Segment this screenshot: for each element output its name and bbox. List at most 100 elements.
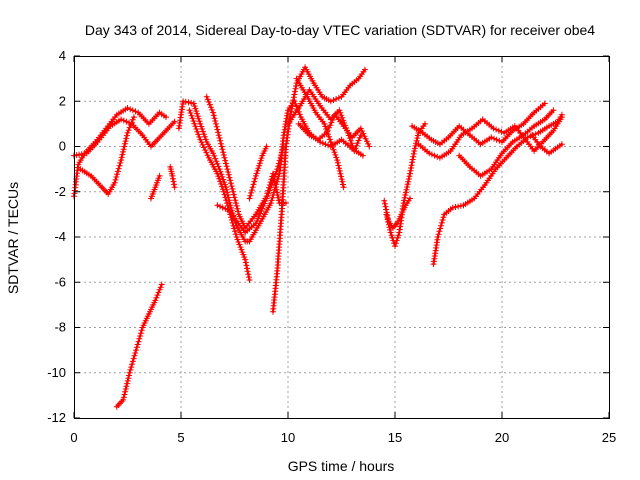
data-point — [321, 95, 324, 98]
data-point — [410, 124, 414, 128]
data-point — [363, 68, 367, 71]
data-point — [160, 283, 163, 286]
data-point — [177, 127, 181, 130]
data-point — [265, 197, 268, 200]
data-point — [244, 258, 247, 261]
data-point — [490, 167, 493, 171]
data-point — [303, 66, 307, 69]
data-point — [220, 145, 223, 148]
data-point — [554, 147, 557, 150]
data-point — [329, 100, 332, 103]
data-point — [244, 240, 247, 243]
data-point — [237, 213, 240, 216]
data-point — [147, 122, 151, 126]
data-point — [393, 244, 397, 248]
data-point — [314, 111, 317, 114]
data-point — [451, 206, 454, 209]
data-point — [276, 167, 279, 171]
data-point — [269, 201, 273, 205]
series-sat-o — [295, 111, 373, 150]
data-point — [119, 158, 123, 162]
x-tick-label: 10 — [281, 430, 295, 445]
data-point — [132, 115, 136, 119]
data-point — [383, 199, 386, 202]
series-sat-t — [430, 111, 565, 268]
series-group — [71, 64, 565, 410]
data-point — [479, 174, 482, 178]
data-point — [128, 371, 131, 374]
data-point — [532, 149, 536, 153]
data-point — [261, 217, 264, 221]
data-point — [265, 145, 268, 148]
data-point — [164, 129, 168, 132]
data-point — [248, 278, 251, 282]
chart-title: Day 343 of 2014, Sidereal Day-to-day VTE… — [85, 22, 595, 38]
data-point — [361, 154, 365, 157]
data-point — [552, 109, 555, 112]
plus-markers — [383, 120, 428, 250]
x-tick-label: 25 — [602, 430, 616, 445]
data-point — [126, 131, 129, 135]
data-point — [280, 213, 283, 216]
y-tick-label: 4 — [59, 48, 66, 63]
data-point — [511, 140, 514, 144]
data-point — [299, 115, 302, 119]
data-point — [109, 124, 112, 128]
data-point — [389, 231, 392, 234]
data-point — [286, 122, 290, 126]
data-point — [449, 149, 452, 153]
data-point — [154, 186, 157, 189]
data-point — [494, 167, 497, 171]
data-point — [522, 122, 525, 126]
data-point — [211, 111, 215, 114]
data-point — [402, 201, 405, 205]
data-point — [539, 145, 542, 148]
data-point — [560, 113, 564, 117]
series-sat-d — [113, 281, 165, 410]
data-point — [216, 204, 219, 207]
data-point — [428, 152, 431, 155]
data-point — [408, 172, 412, 175]
data-point — [492, 127, 495, 130]
data-point — [278, 172, 281, 175]
x-axis-title: GPS time / hours — [288, 458, 395, 474]
data-point — [218, 167, 221, 171]
data-point — [357, 77, 360, 80]
data-point — [552, 129, 555, 132]
data-point — [224, 186, 228, 189]
data-point — [511, 129, 514, 132]
data-point — [158, 174, 161, 178]
series-sat-n — [293, 75, 347, 191]
data-point — [443, 213, 446, 216]
data-point — [158, 111, 161, 114]
x-tick-label: 0 — [70, 430, 77, 445]
data-point — [481, 118, 484, 121]
data-point — [271, 310, 275, 313]
data-point — [149, 197, 153, 200]
data-point — [248, 197, 251, 200]
data-point — [560, 143, 564, 146]
data-point — [282, 134, 285, 137]
data-point — [338, 109, 341, 112]
data-point — [470, 127, 474, 130]
data-point — [226, 208, 230, 212]
data-point — [297, 122, 300, 126]
data-point — [318, 140, 322, 144]
data-point — [468, 165, 472, 169]
data-point — [353, 149, 356, 153]
series-sat-e — [148, 172, 163, 202]
data-point — [308, 88, 311, 92]
data-point — [532, 111, 536, 114]
data-point — [462, 204, 465, 207]
data-point — [295, 77, 298, 80]
data-point — [490, 136, 493, 139]
data-point — [421, 131, 424, 135]
data-point — [458, 124, 461, 128]
data-point — [164, 115, 168, 119]
series-sat-u — [456, 107, 557, 179]
data-point — [89, 174, 93, 178]
data-point — [468, 134, 472, 137]
series-trace — [432, 114, 563, 265]
data-point — [107, 192, 110, 196]
